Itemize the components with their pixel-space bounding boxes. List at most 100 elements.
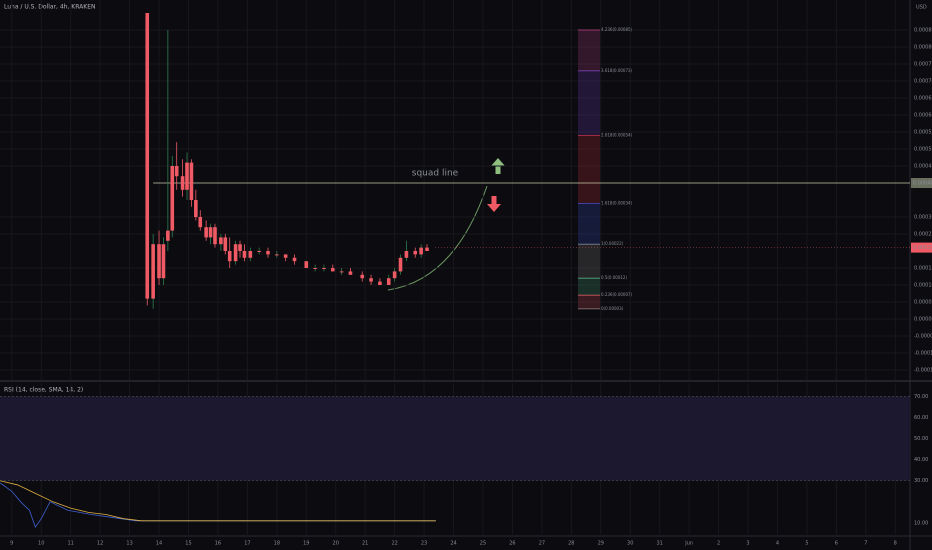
y-tick-label: 0.00085 [914,28,932,34]
candle-body [204,227,208,238]
x-tick-label: Jun [684,541,693,547]
rsi-line [0,480,436,522]
x-tick-label: 11 [67,541,73,547]
candle-body [257,251,261,252]
candle-body [157,244,161,279]
x-tick-label: 17 [244,541,250,547]
candle-body [151,244,155,299]
candle-body [233,244,238,262]
candle-body [386,278,391,285]
x-tick-label: 7 [864,541,867,547]
candle-body [166,230,170,241]
fib-band [578,30,600,71]
candle-body [369,278,373,282]
x-tick-label: 2 [717,541,720,547]
symbol-title: Luna / U.S. Dollar, 4h, KRAKEN [4,4,95,11]
y-tick-label: -0.00015 [914,368,932,374]
fib-label: 1(0.00022) [601,241,624,246]
candle-body [330,268,335,272]
candle-body [170,166,175,231]
candle-body [378,281,382,285]
rsi-line [0,482,436,528]
candle-body [360,274,365,279]
rsi-tick-label: 50.00 [914,436,928,442]
price-tag [911,242,932,253]
price-pane: 0(0.00003) 0.236(0.00007) 0.5(0.00012) 1(0.… [0,0,910,380]
x-tick-label: 19 [303,541,309,547]
rsi-tick-label: 60.00 [914,415,928,421]
candle-body [339,271,344,273]
candle-body [219,237,223,245]
candle-body [198,217,203,228]
fib-band [578,135,600,204]
squad-line-label: squad line [412,169,459,179]
x-tick-label: 29 [598,541,604,547]
fib-band [578,295,600,309]
candle-body [208,227,213,238]
x-tick-label: 9 [10,541,13,547]
candle-body [194,200,198,217]
rsi-title: RSI (14, close, SMA, 14, 2) [4,387,83,394]
fib-band [578,203,600,245]
candle-body [419,247,423,255]
fib-band [578,70,600,136]
fib-label: 1.618(0.00034) [601,200,633,205]
candle-body [242,251,247,258]
x-tick-label: 28 [568,541,574,547]
candle-body [425,247,429,251]
x-tick-label: 22 [391,541,397,547]
x-tick-label: 24 [450,541,456,547]
currency: USD [916,5,927,11]
x-tick-label: 26 [509,541,515,547]
candle-body [145,13,150,299]
rsi-tick-label: 10.00 [914,520,928,526]
candle-body [185,162,189,190]
candle-body [238,244,242,251]
price-tag [911,178,932,188]
candle-body [398,257,403,272]
candle-body [283,254,288,258]
x-tick-label: 21 [362,541,368,547]
candle-body [180,176,185,190]
curve-drawing [387,185,488,291]
x-tick-label: 20 [333,541,339,547]
fib-label: 0(0.00003) [601,306,624,311]
price-tag-label: 0.00021 [913,245,932,251]
x-tick-label: 14 [156,541,162,547]
down-arrow [487,196,501,212]
fib-label: 0.236(0.00007) [601,292,633,297]
candle-body [213,227,217,245]
x-tick-label: 8 [894,541,897,547]
fib-label: 3.618(0.00073) [601,68,633,73]
x-tick-label: 31 [656,541,662,547]
candle-body [404,251,409,258]
rsi-tick-label: 40.00 [914,457,928,463]
y-tick-label: 0.00075 [914,62,932,68]
candle-body [313,268,317,269]
x-tick-label: 5 [805,541,808,547]
y-tick-label: 0.00005 [914,300,932,306]
x-tick-label: 16 [215,541,221,547]
rsi-tick-label: 70.00 [914,394,928,400]
rsi-tick-label: 30.00 [914,478,928,484]
candle-body [266,251,270,255]
x-tick-label: 25 [480,541,486,547]
candle-body [348,271,353,275]
y-tick-label: 0.00025 [914,232,932,238]
x-tick-label: 4 [776,541,779,547]
fib-band [578,244,600,279]
y-tick-label: 0.00055 [914,130,932,136]
x-tick-label: 12 [97,541,103,547]
y-tick-label: 0.00015 [914,266,932,272]
candle-body [322,268,326,269]
fib-label: 0.5(0.00012) [601,275,627,280]
x-tick-label: 3 [746,541,749,547]
candle-body [189,162,194,200]
x-tick-label: 6 [835,541,838,547]
candle-body [304,261,309,268]
